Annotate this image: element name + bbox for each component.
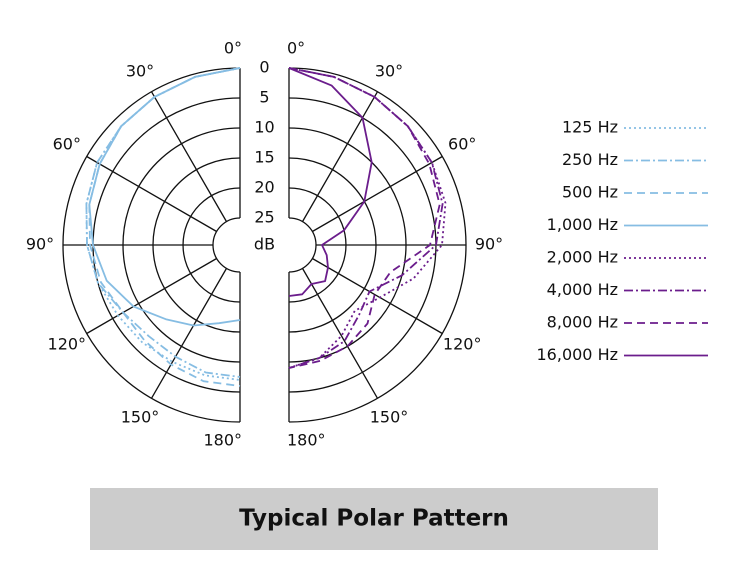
r-tick-label: 20 (254, 178, 274, 197)
r-axis-label: dB (254, 235, 275, 254)
series-line (288, 67, 441, 369)
grid-spoke (150, 91, 228, 222)
angle-label: 120° (48, 335, 87, 354)
legend-label: 1,000 Hz (547, 215, 618, 234)
grid-ring (288, 217, 317, 273)
angle-label: 150° (121, 408, 160, 427)
r-tick-label: 0 (259, 58, 269, 77)
title-box (90, 488, 658, 550)
r-tick-label: 5 (259, 88, 269, 107)
grid-spoke (312, 155, 443, 233)
r-tick-label: 25 (254, 208, 274, 227)
series-line (85, 67, 241, 378)
angle-label: 90° (26, 235, 54, 254)
angle-label: 30° (126, 61, 154, 80)
legend-label: 4,000 Hz (547, 280, 618, 299)
grid-spoke (301, 91, 379, 222)
angle-label: 60° (448, 135, 476, 154)
angle-label: 180° (287, 431, 326, 450)
series-line (88, 67, 241, 327)
series-line (288, 67, 373, 297)
chart-title: Typical Polar Pattern (239, 506, 509, 532)
angle-label: 150° (370, 408, 409, 427)
grid-spoke (301, 268, 379, 399)
legend-label: 16,000 Hz (537, 345, 619, 364)
r-tick-label: 15 (254, 148, 274, 167)
grid-spoke (86, 257, 217, 335)
legend-label: 8,000 Hz (547, 313, 618, 332)
legend-label: 250 Hz (562, 150, 618, 169)
angle-label: 60° (53, 135, 81, 154)
grid-spoke (150, 268, 228, 399)
grid-spoke (312, 257, 443, 335)
angle-label: 30° (375, 61, 403, 80)
angle-label: 120° (443, 335, 482, 354)
angle-label: 0° (287, 39, 305, 58)
legend-label: 125 Hz (562, 118, 618, 137)
angle-label: 90° (475, 235, 503, 254)
angle-label: 180° (203, 431, 242, 450)
grid-spoke (86, 155, 217, 233)
angle-label: 0° (224, 39, 242, 58)
legend-label: 2,000 Hz (547, 248, 618, 267)
legend-label: 500 Hz (562, 183, 618, 202)
grid-ring (212, 217, 241, 273)
r-tick-label: 10 (254, 118, 274, 137)
